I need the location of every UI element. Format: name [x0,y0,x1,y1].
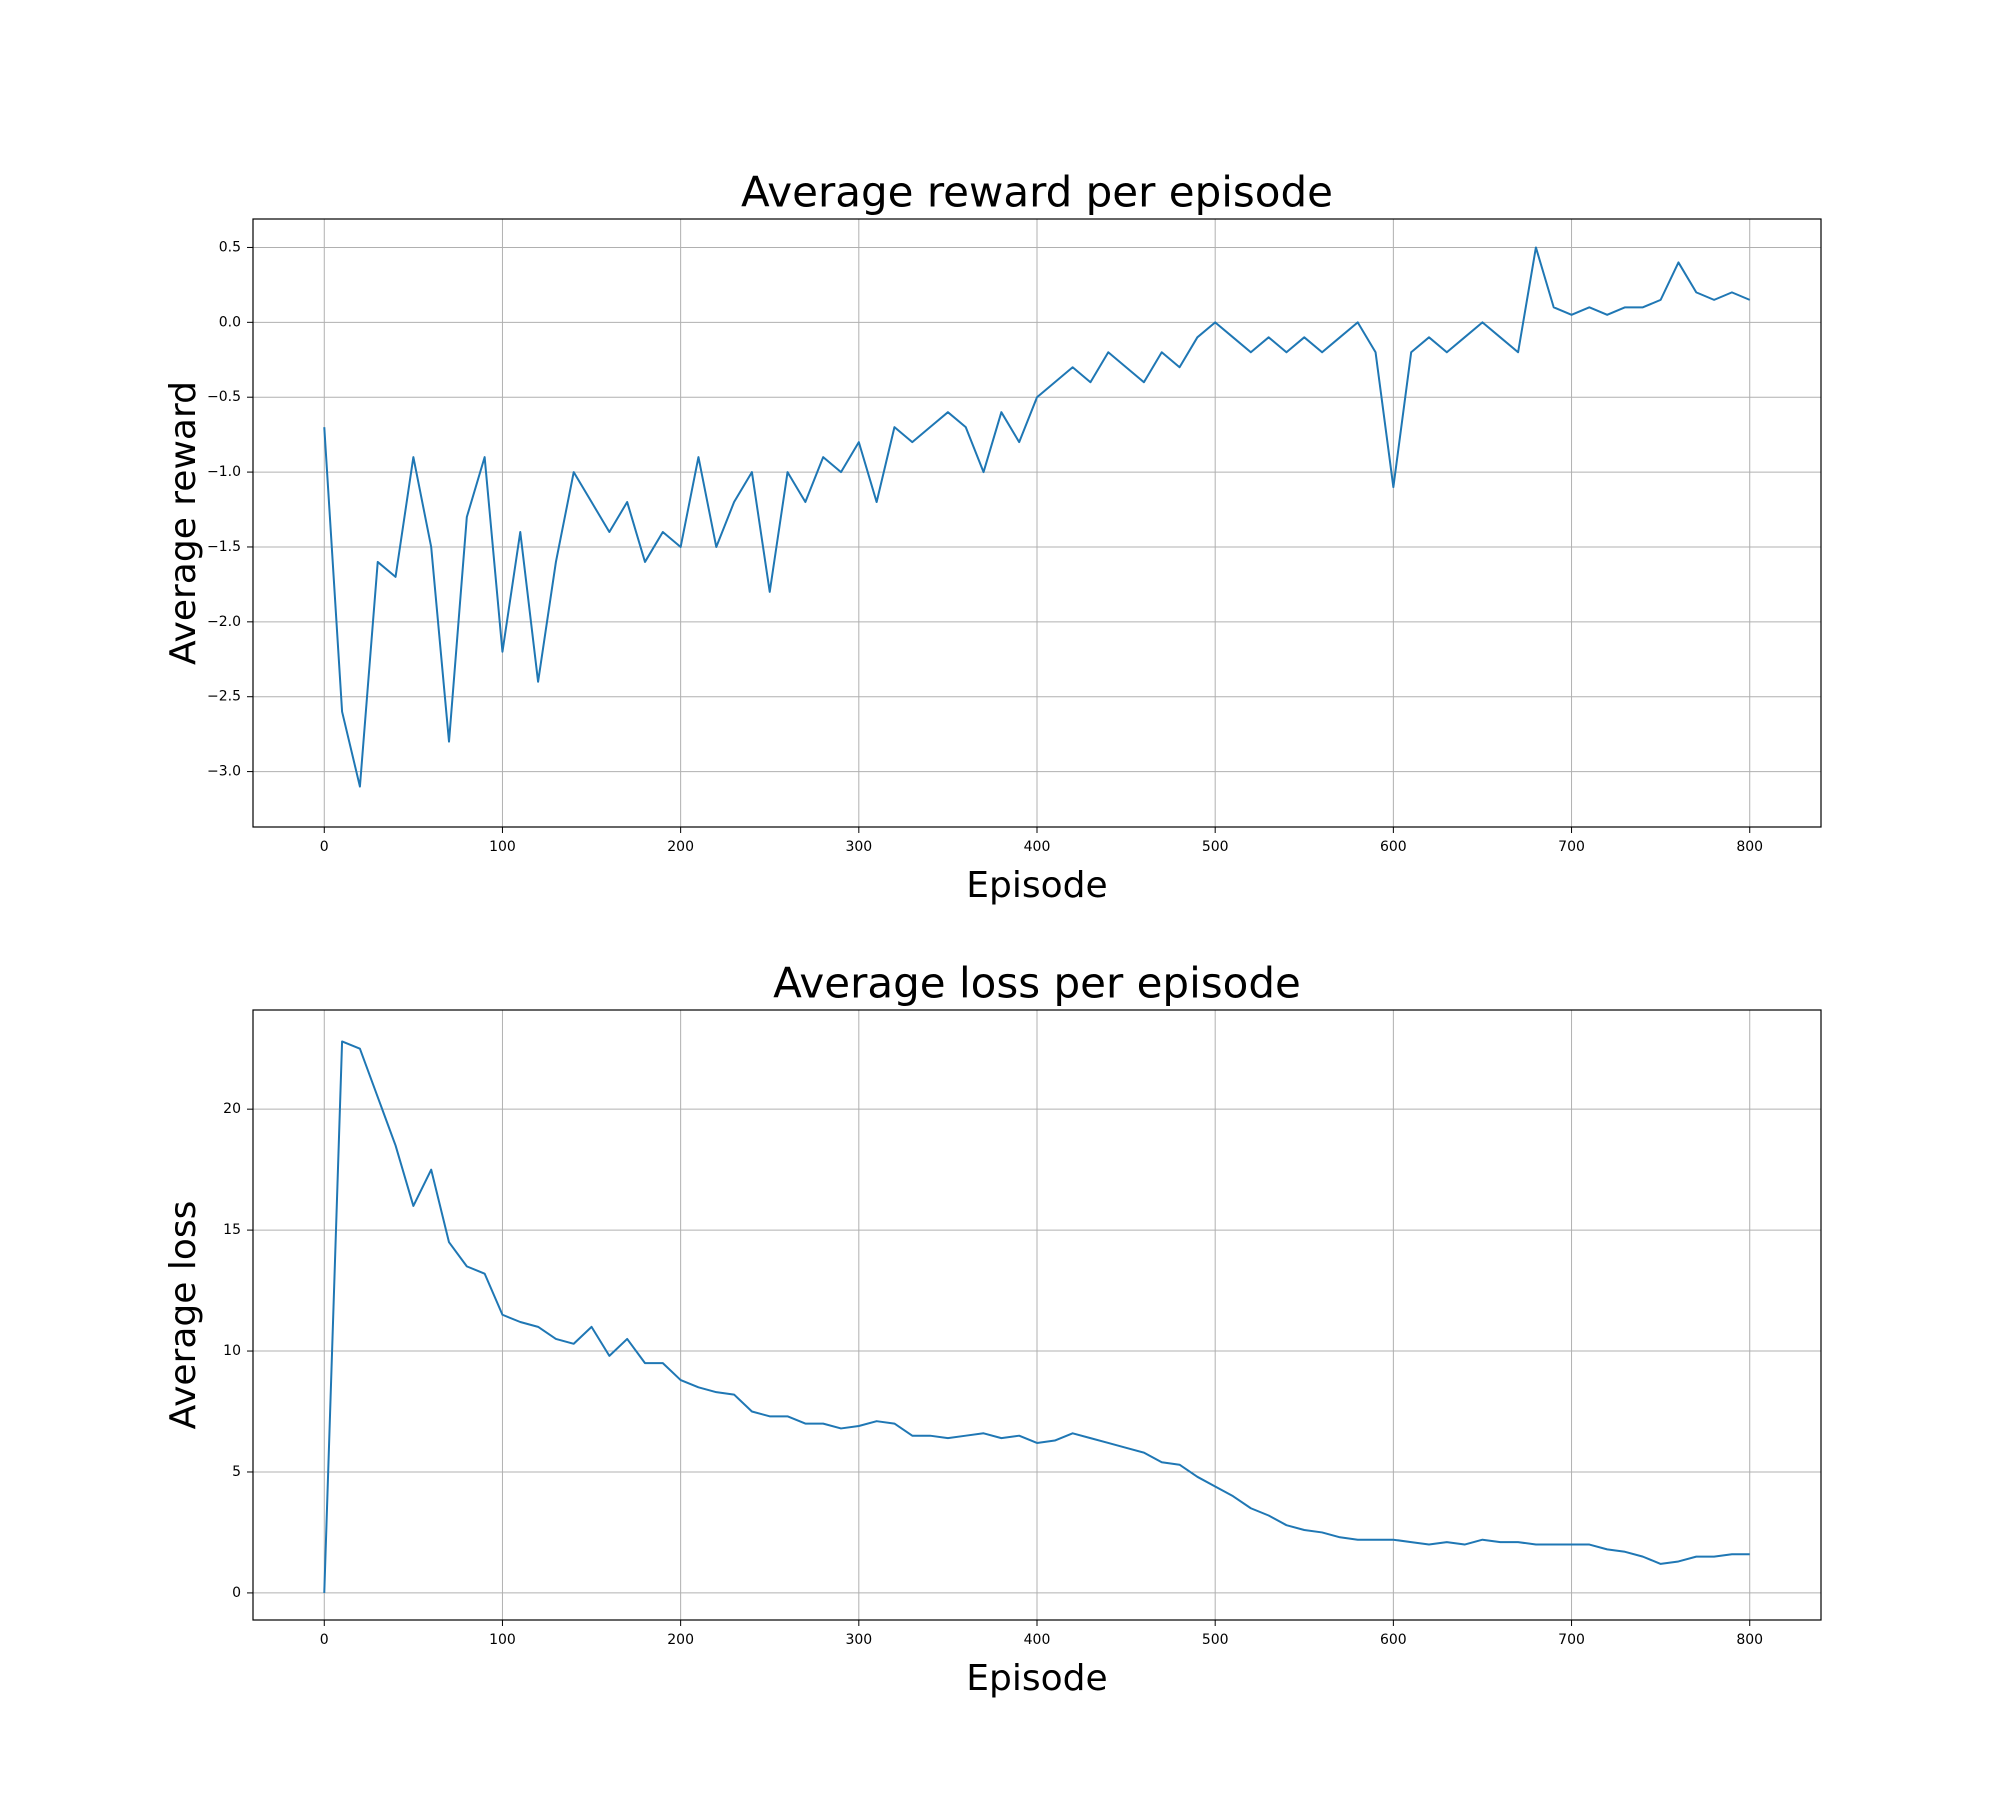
y-tick-label: 0.0 [219,314,241,330]
x-tick-label: 300 [845,1632,872,1648]
x-axis-label: Episode [966,1658,1107,1699]
chart-title: Average reward per episode [741,168,1333,217]
y-tick-label: −1.5 [207,539,241,555]
x-tick-label: 600 [1380,1632,1407,1648]
x-tick-label: 0 [320,1632,329,1648]
x-tick-label: 400 [1024,839,1051,855]
x-tick-label: 100 [489,839,516,855]
y-tick-label: 15 [223,1222,241,1238]
y-tick-label: −2.0 [207,614,241,630]
x-tick-label: 300 [845,839,872,855]
y-axis-label: Average reward [163,381,204,665]
data-line [323,246,1751,788]
y-tick-label: −2.5 [207,689,241,705]
y-tick-label: −0.5 [207,389,241,405]
x-tick-label: 700 [1558,1632,1585,1648]
data-line [323,1040,1750,1593]
plot-frame [252,218,1822,828]
x-tick-label: 100 [489,1632,516,1648]
x-tick-label: 200 [667,839,694,855]
x-tick-label: 200 [667,1632,694,1648]
chart-title: Average loss per episode [773,959,1301,1008]
x-tick-label: 600 [1380,839,1407,855]
x-tick-label: 800 [1736,839,1763,855]
plot-frame [252,1009,1822,1621]
y-tick-label: 5 [232,1464,241,1480]
y-tick-label: −1.0 [207,464,241,480]
y-tick-label: −3.0 [207,764,241,780]
y-tick-label: 20 [223,1101,241,1117]
x-tick-label: 800 [1736,1632,1763,1648]
x-tick-label: 500 [1202,839,1229,855]
y-axis-label: Average loss [163,1201,204,1430]
x-axis-label: Episode [966,865,1107,906]
x-tick-label: 500 [1202,1632,1229,1648]
y-tick-label: 0 [232,1585,241,1601]
y-tick-label: 10 [223,1343,241,1359]
y-tick-label: 0.5 [219,239,241,255]
x-tick-label: 700 [1558,839,1585,855]
x-tick-label: 400 [1024,1632,1051,1648]
x-tick-label: 0 [320,839,329,855]
